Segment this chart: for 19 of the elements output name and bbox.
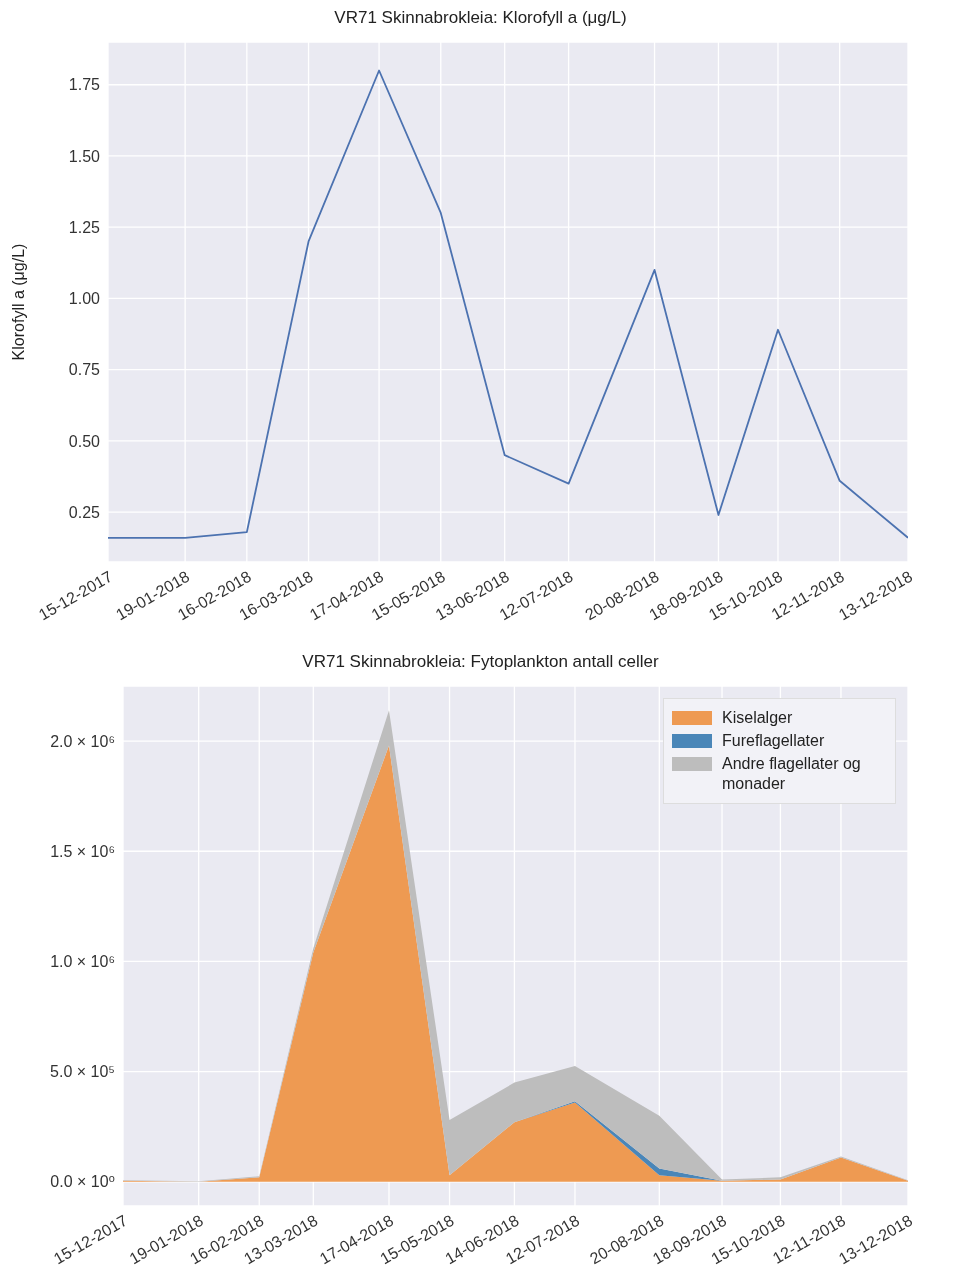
y-tick-label: 0.50 [68,432,101,450]
legend-label: Kiselalger [722,708,793,728]
y-tick-label: 1.5 × 10⁶ [50,842,115,860]
y-tick-label: 1.50 [68,147,101,165]
y-tick-label: 1.00 [68,290,101,308]
y-tick-label: 5.0 × 10⁵ [50,1063,115,1081]
y-tick-label: 0.25 [68,503,101,521]
y-tick-label: 1.25 [68,218,101,236]
y-tick-label: 0.75 [68,361,101,379]
y-tick-label: 0.0 × 10⁰ [50,1173,115,1191]
y-tick-label: 2.0 × 10⁶ [50,732,115,750]
chart-title: VR71 Skinnabrokleia: Fytoplankton antall celler [301,652,660,673]
y-axis-title: Klorofyll a (μg/L) [9,243,27,361]
line-series [108,69,908,539]
y-tick-label: 1.75 [68,76,101,94]
legend-label: Fureflagellater [722,731,825,751]
y-tick-label: 1.0 × 10⁶ [50,953,115,971]
legend-label: Andre flagellater og monader [722,754,862,794]
chart-title: VR71 Skinnabrokleia: Klorofyll a (μg/L) [333,8,628,29]
